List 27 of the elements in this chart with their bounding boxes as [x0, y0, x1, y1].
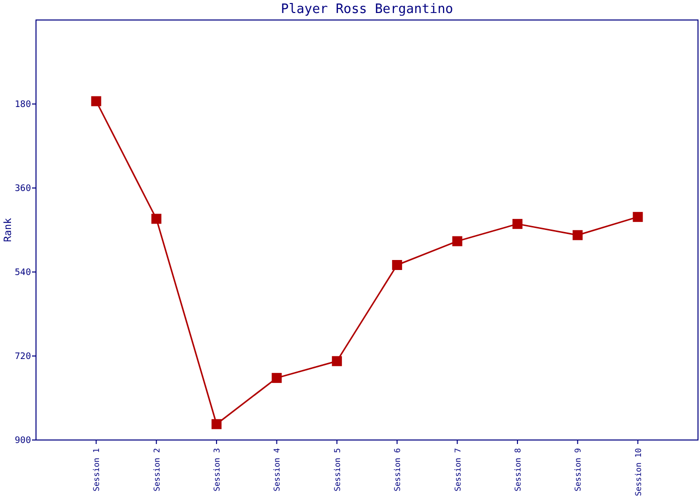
- y-tick-label: 720: [14, 352, 31, 362]
- y-tick-label: 540: [14, 268, 31, 278]
- x-tick-label: Session 1: [92, 448, 102, 492]
- x-tick-label: Session 3: [212, 448, 222, 492]
- y-axis-title: Rank: [3, 218, 14, 242]
- x-tick-label: Session 4: [272, 448, 282, 492]
- x-tick-label: Session 8: [513, 448, 522, 492]
- y-tick-label: 360: [14, 184, 31, 194]
- x-tick-label: Session 5: [332, 448, 342, 492]
- point: [91, 96, 102, 106]
- chart-title: Player Ross Bergantino: [280, 2, 454, 17]
- point: [332, 356, 342, 366]
- point: [632, 212, 643, 222]
- point: [392, 260, 402, 270]
- x-tick-label: Session 6: [393, 448, 402, 492]
- x-tick-label: Session 2: [152, 448, 162, 492]
- point: [512, 218, 522, 229]
- point: [151, 214, 162, 224]
- x-tick-label: Session 9: [574, 448, 583, 492]
- point: [452, 236, 462, 246]
- x-tick-label: Session 10: [634, 448, 643, 496]
- point: [212, 419, 222, 430]
- point: [272, 372, 282, 383]
- y-tick-label: 180: [14, 100, 31, 110]
- x-tick-label: Session 7: [453, 448, 462, 492]
- point: [572, 230, 583, 240]
- y-tick-label: 900: [14, 436, 31, 446]
